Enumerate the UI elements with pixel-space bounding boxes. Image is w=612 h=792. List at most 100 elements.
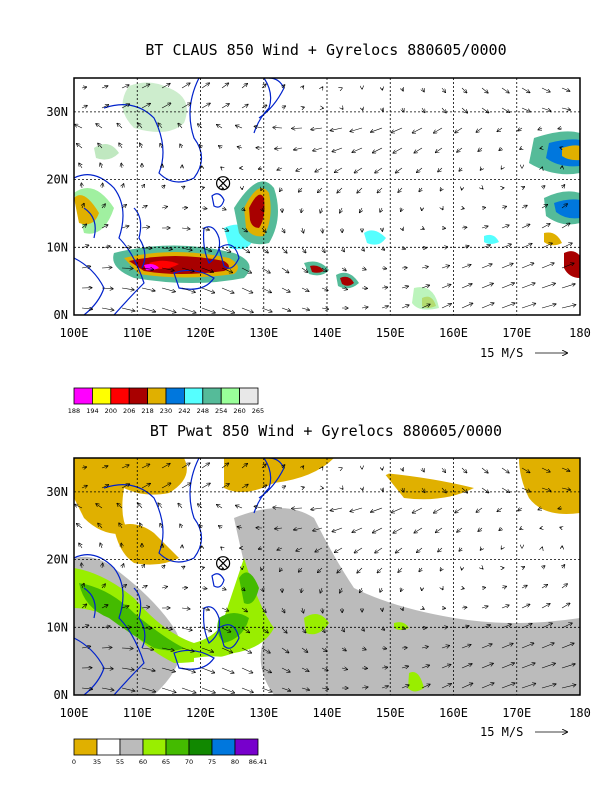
wind-vector bbox=[180, 524, 182, 529]
wind-vector bbox=[541, 263, 554, 269]
wind-vector bbox=[521, 107, 531, 112]
wind-vector bbox=[501, 663, 514, 669]
wind-vector bbox=[101, 605, 108, 609]
wind-vector bbox=[481, 264, 492, 269]
wind-vector bbox=[372, 527, 383, 533]
vector-reference-label: 15 M/S bbox=[480, 346, 523, 360]
x-tick-label: 170E bbox=[502, 326, 531, 340]
wind-vector bbox=[342, 108, 343, 109]
wind-vector bbox=[322, 247, 325, 253]
wind-vector bbox=[541, 87, 550, 92]
wind-vector bbox=[101, 288, 113, 289]
wind-vector bbox=[241, 84, 247, 89]
wind-vector bbox=[79, 543, 82, 549]
wind-vector bbox=[542, 186, 545, 188]
wind-vector bbox=[457, 527, 463, 532]
wind-vector bbox=[199, 145, 202, 148]
wind-vector bbox=[281, 287, 290, 292]
wind-vector bbox=[141, 227, 150, 228]
wind-vector bbox=[98, 523, 103, 529]
wind-vector bbox=[380, 207, 382, 212]
y-tick-label: 0N bbox=[54, 688, 68, 702]
wind-vector bbox=[181, 667, 195, 672]
wind-vector bbox=[321, 288, 328, 291]
wind-vector bbox=[541, 585, 548, 589]
colorbar-swatch bbox=[96, 738, 121, 756]
wind-vector bbox=[381, 306, 388, 308]
wind-vector bbox=[561, 643, 574, 649]
wind-vector bbox=[455, 507, 463, 513]
wind-vector bbox=[321, 668, 328, 671]
wind-vector bbox=[275, 528, 283, 529]
wind-vector bbox=[422, 107, 425, 113]
wind-vector bbox=[201, 647, 214, 652]
wind-vector bbox=[141, 648, 154, 650]
wind-vector bbox=[302, 607, 304, 613]
wind-vector bbox=[481, 467, 488, 473]
wind-vector bbox=[401, 685, 409, 689]
wind-vector bbox=[81, 245, 89, 248]
wind-vector bbox=[121, 268, 133, 269]
wind-vector bbox=[138, 123, 143, 129]
wind-vector bbox=[282, 465, 285, 468]
wind-vector bbox=[221, 484, 229, 489]
wind-vector bbox=[313, 147, 323, 151]
wind-vector bbox=[121, 163, 122, 169]
colorbar-swatch bbox=[142, 738, 167, 756]
x-tick-label: 150E bbox=[376, 706, 405, 720]
wind-vector bbox=[561, 467, 570, 471]
wind-vector bbox=[558, 128, 563, 129]
wind-vector bbox=[141, 667, 155, 671]
colorbar-label: 188 bbox=[68, 407, 80, 415]
wind-vector bbox=[261, 687, 272, 692]
wind-vector bbox=[282, 486, 286, 488]
y-axis-labels: 0N 10N 20N 30N bbox=[46, 485, 68, 702]
wind-vector bbox=[258, 168, 262, 169]
colorbar-label: 55 bbox=[116, 758, 124, 766]
wind-vector bbox=[158, 123, 163, 129]
wind-vector bbox=[241, 627, 250, 633]
wind-vector bbox=[518, 508, 523, 511]
wind-vector bbox=[221, 227, 229, 231]
wind-vector bbox=[294, 528, 303, 530]
wind-vector bbox=[121, 606, 129, 608]
wind-vector bbox=[81, 106, 87, 109]
wind-vector bbox=[301, 267, 308, 272]
wind-vector bbox=[501, 624, 511, 629]
wind-vector bbox=[521, 663, 535, 669]
wind-vector bbox=[236, 505, 243, 508]
wind-vector bbox=[201, 83, 210, 89]
wind-vector bbox=[100, 543, 102, 549]
wind-vector bbox=[402, 608, 403, 610]
colorbar-swatch bbox=[73, 738, 98, 756]
wind-vector bbox=[459, 548, 462, 551]
wind-vector bbox=[302, 487, 304, 488]
wind-vector bbox=[201, 267, 214, 272]
wind-vector bbox=[313, 527, 323, 531]
wind-vector bbox=[462, 208, 464, 209]
wind-vector bbox=[201, 103, 210, 109]
wind-vector bbox=[499, 528, 502, 531]
wind-vector bbox=[100, 163, 102, 169]
wind-vector bbox=[282, 106, 286, 108]
wind-vector bbox=[402, 248, 405, 249]
wind-vector bbox=[298, 567, 303, 572]
wind-vector bbox=[221, 267, 233, 273]
wind-vector bbox=[198, 504, 203, 509]
wind-vector bbox=[402, 88, 403, 91]
wind-vector bbox=[522, 187, 525, 188]
wind-vector bbox=[440, 568, 442, 571]
colorbar-swatch bbox=[110, 387, 130, 405]
wind-vector bbox=[375, 547, 383, 553]
wind-vector bbox=[562, 565, 565, 568]
wind-vector bbox=[497, 507, 503, 512]
wind-vector bbox=[302, 227, 304, 233]
wind-vector bbox=[541, 623, 552, 629]
wind-vector bbox=[561, 108, 571, 110]
wind-vector bbox=[561, 284, 575, 289]
wind-vector bbox=[262, 208, 264, 212]
wind-vector bbox=[421, 267, 428, 269]
wind-vector bbox=[242, 588, 245, 591]
wind-vector bbox=[501, 643, 513, 649]
wind-vector bbox=[280, 188, 282, 191]
